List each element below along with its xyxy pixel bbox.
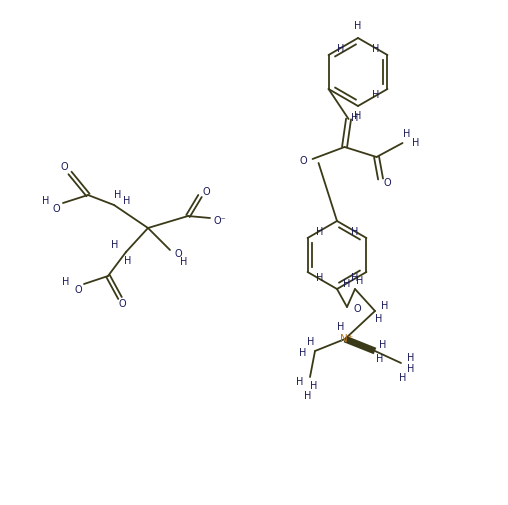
- Text: O: O: [202, 187, 210, 197]
- Text: H: H: [124, 256, 132, 266]
- Text: H: H: [407, 364, 415, 374]
- Text: H: H: [123, 196, 131, 206]
- Text: O: O: [74, 285, 82, 295]
- Text: H: H: [62, 277, 70, 287]
- Text: H: H: [310, 381, 318, 391]
- Text: H: H: [372, 44, 379, 54]
- Text: H: H: [351, 227, 358, 237]
- Text: H: H: [114, 190, 122, 200]
- Text: H: H: [180, 257, 187, 267]
- Text: H: H: [372, 90, 379, 100]
- Text: H: H: [354, 21, 362, 31]
- Text: H: H: [307, 337, 314, 347]
- Text: H: H: [316, 273, 323, 283]
- Text: O: O: [353, 304, 361, 314]
- Text: H: H: [316, 227, 323, 237]
- Text: H: H: [337, 44, 344, 54]
- Text: H: H: [376, 354, 384, 364]
- Text: H: H: [399, 373, 407, 383]
- Text: O: O: [118, 299, 126, 309]
- Text: H: H: [382, 301, 389, 311]
- Text: O: O: [384, 178, 391, 188]
- Text: N⁺: N⁺: [340, 334, 354, 344]
- Text: H: H: [412, 138, 419, 148]
- Text: H: H: [351, 273, 358, 283]
- Text: H: H: [356, 276, 364, 286]
- Text: H: H: [111, 240, 119, 250]
- Text: H: H: [379, 340, 387, 350]
- Text: H: H: [299, 348, 307, 358]
- Text: O: O: [300, 156, 307, 166]
- Text: O: O: [60, 162, 68, 172]
- Text: O: O: [52, 204, 60, 214]
- Text: H: H: [403, 129, 410, 139]
- Text: H: H: [375, 314, 383, 324]
- Text: H: H: [354, 111, 361, 121]
- Text: H: H: [304, 391, 312, 401]
- Text: H: H: [337, 322, 345, 332]
- Text: O⁻: O⁻: [214, 216, 227, 226]
- Text: H: H: [352, 113, 359, 123]
- Text: H: H: [42, 196, 50, 206]
- Text: O: O: [174, 249, 182, 259]
- Text: H: H: [343, 279, 351, 289]
- Text: H: H: [407, 353, 415, 363]
- Text: H: H: [296, 377, 304, 387]
